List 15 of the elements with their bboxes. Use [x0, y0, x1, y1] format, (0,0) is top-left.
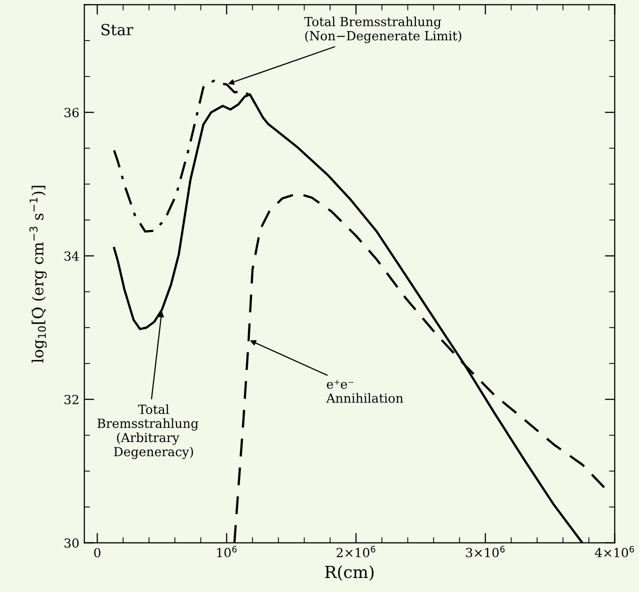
annotation: Star — [102, 24, 134, 36]
annotation: Total Bremsstrahlung (Non−Degenerate Limit) — [304, 16, 462, 44]
y-tick-label: 36 — [64, 108, 79, 118]
annotation: e⁺e⁻ Annihilation — [326, 380, 404, 403]
y-tick-label: 30 — [64, 538, 79, 548]
x-tick-label: 2×10$^{6}$ — [336, 546, 376, 558]
x-tick-label: 0 — [94, 548, 100, 558]
annotation: Total Bremsstrahlung (Arbitrary Degeneracy) — [98, 404, 198, 459]
x-axis-title: R(cm) — [325, 565, 374, 581]
x-tick-label: 4×10$^{6}$ — [594, 546, 634, 558]
x-tick-label: 10$^{6}$ — [217, 546, 237, 558]
y-tick-label: 32 — [64, 394, 78, 404]
y-axis-title: log$_{10}$[Q̇ (erg cm$^{−3}$ s$^{−1}$)] — [29, 186, 47, 363]
x-tick-label: 3×10$^{6}$ — [466, 546, 505, 558]
y-tick-label: 34 — [64, 251, 79, 261]
